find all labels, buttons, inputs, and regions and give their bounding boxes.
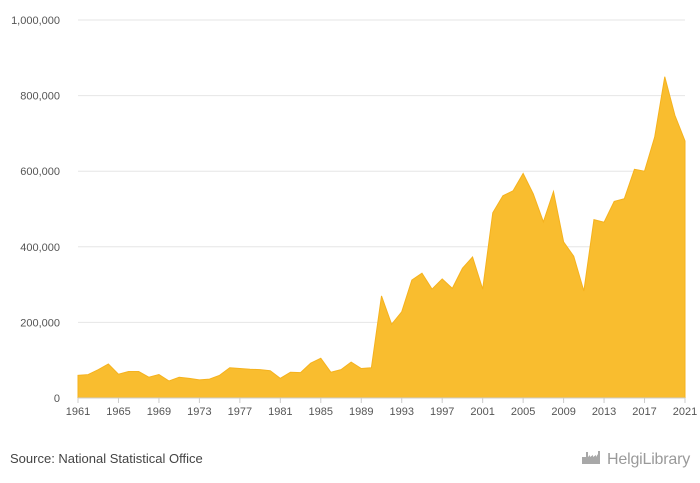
data-point	[522, 172, 525, 175]
data-point	[329, 371, 332, 374]
x-tick-label: 1961	[66, 406, 90, 418]
data-point	[319, 357, 322, 360]
helgi-library-logo: HelgiLibrary	[581, 449, 690, 470]
data-point	[340, 368, 343, 371]
data-point	[309, 362, 312, 365]
x-tick-label: 1969	[147, 406, 171, 418]
data-point	[87, 373, 90, 376]
x-tick-label: 2001	[470, 406, 494, 418]
data-point	[572, 255, 575, 258]
data-point	[431, 288, 434, 291]
area-series	[77, 75, 687, 399]
x-tick-label: 2017	[632, 406, 656, 418]
y-tick-label: 1,000,000	[11, 15, 60, 27]
y-axis-ticks: 0 200,000 400,000 600,000 800,000 1,000,000	[11, 15, 60, 405]
x-tick-label: 1973	[187, 406, 211, 418]
data-point	[603, 221, 606, 224]
data-point	[633, 168, 636, 171]
data-point	[168, 379, 171, 382]
data-point	[360, 367, 363, 370]
data-point	[380, 294, 383, 297]
data-point	[228, 366, 231, 369]
data-point	[501, 194, 504, 197]
y-tick-label: 0	[54, 393, 60, 405]
data-point	[684, 139, 687, 142]
data-point	[410, 279, 413, 282]
x-tick-label: 2009	[551, 406, 575, 418]
data-point	[542, 220, 545, 223]
data-point	[441, 277, 444, 280]
data-point	[107, 362, 110, 365]
x-tick-label: 1993	[389, 406, 413, 418]
data-point	[208, 378, 211, 381]
data-point	[289, 371, 292, 374]
data-point	[238, 367, 241, 370]
data-point	[400, 310, 403, 313]
data-point	[127, 370, 130, 373]
x-tick-label: 1985	[309, 406, 333, 418]
data-point	[532, 192, 535, 195]
logo-text: HelgiLibrary	[607, 450, 690, 468]
data-point	[420, 272, 423, 275]
y-tick-label: 200,000	[20, 317, 60, 329]
data-point	[178, 376, 181, 379]
data-point	[552, 190, 555, 193]
data-point	[613, 200, 616, 203]
data-point	[481, 288, 484, 291]
x-tick-label: 1981	[268, 406, 292, 418]
data-point	[147, 376, 150, 379]
data-point	[592, 218, 595, 221]
source-note: Source: National Statistical Office	[10, 451, 203, 466]
data-point	[97, 368, 100, 371]
x-tick-label: 2005	[511, 406, 535, 418]
y-tick-label: 600,000	[20, 166, 60, 178]
data-point	[198, 378, 201, 381]
data-point	[77, 374, 80, 377]
data-point	[663, 75, 666, 78]
y-tick-label: 800,000	[20, 91, 60, 103]
factory-icon	[581, 449, 603, 470]
data-point	[269, 369, 272, 372]
data-point	[370, 366, 373, 369]
data-point	[259, 368, 262, 371]
area-fill	[77, 76, 686, 399]
data-point	[137, 370, 140, 373]
x-tick-label: 1997	[430, 406, 454, 418]
data-point	[643, 170, 646, 173]
x-tick-label: 2013	[592, 406, 616, 418]
data-point	[117, 373, 120, 376]
data-point	[512, 189, 515, 192]
data-point	[491, 211, 494, 214]
x-tick-label: 1965	[106, 406, 130, 418]
data-point	[471, 256, 474, 259]
data-point	[248, 368, 251, 371]
data-point	[279, 377, 282, 380]
data-point	[390, 323, 393, 326]
data-point	[299, 371, 302, 374]
data-point	[673, 114, 676, 117]
x-axis-ticks: 1961 1965 1969 1973 1977 1981 1985 1989 1993 1997…	[66, 397, 697, 418]
x-tick-label: 2021	[673, 406, 697, 418]
data-point	[653, 136, 656, 139]
data-point	[157, 373, 160, 376]
x-tick-label: 1989	[349, 406, 373, 418]
data-point	[562, 240, 565, 243]
data-point	[461, 267, 464, 270]
area-chart: 0 200,000 400,000 600,000 800,000 1,000,000 1…	[11, 15, 697, 418]
y-tick-label: 400,000	[20, 242, 60, 254]
data-point	[188, 377, 191, 380]
data-point	[218, 374, 221, 377]
data-point	[582, 290, 585, 293]
data-point	[350, 361, 353, 364]
x-tick-label: 1977	[228, 406, 252, 418]
data-point	[451, 287, 454, 290]
data-point	[623, 197, 626, 200]
